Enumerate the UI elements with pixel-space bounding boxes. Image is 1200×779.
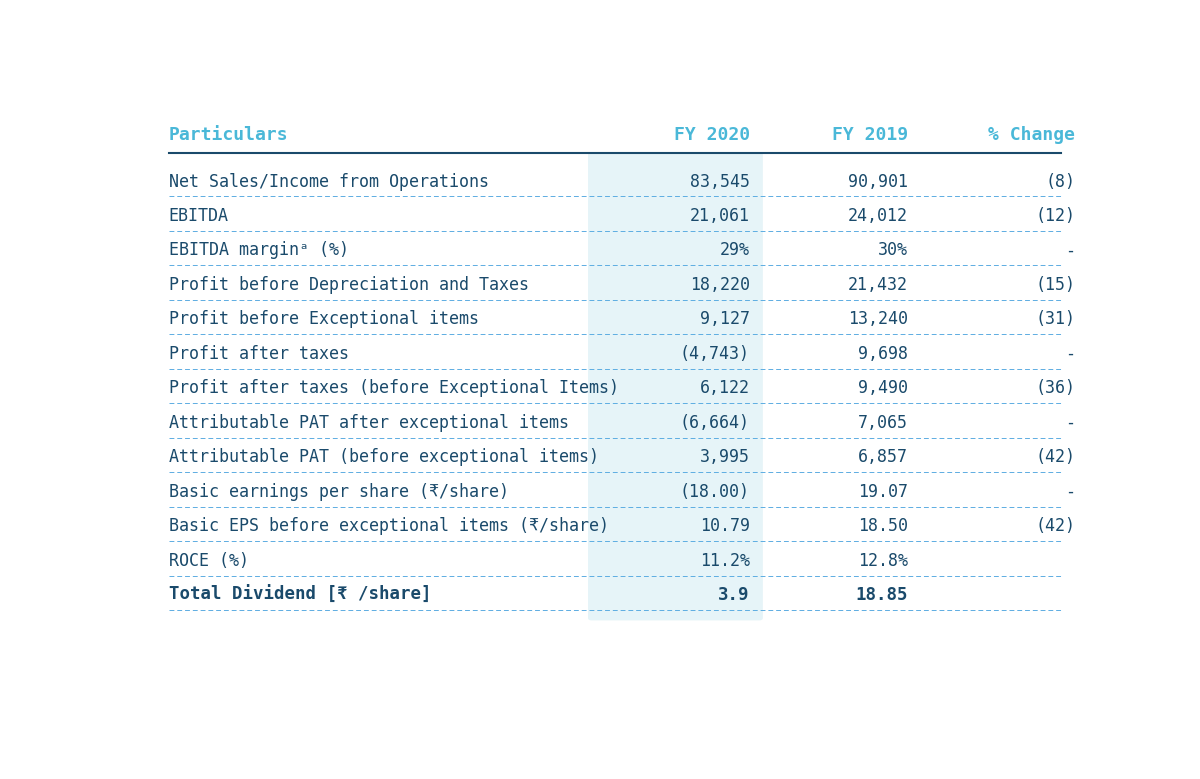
Text: % Change: % Change [989, 126, 1075, 144]
FancyBboxPatch shape [588, 152, 763, 620]
Text: (12): (12) [1036, 207, 1075, 225]
Text: Profit before Depreciation and Taxes: Profit before Depreciation and Taxes [168, 276, 529, 294]
Text: 90,901: 90,901 [848, 172, 908, 191]
Text: 7,065: 7,065 [858, 414, 908, 432]
Text: (18.00): (18.00) [680, 483, 750, 501]
Text: Attributable PAT (before exceptional items): Attributable PAT (before exceptional ite… [168, 449, 599, 467]
Text: Total Dividend [₹ /share]: Total Dividend [₹ /share] [168, 587, 431, 605]
Text: (42): (42) [1036, 517, 1075, 535]
Text: 10.79: 10.79 [700, 517, 750, 535]
Text: (42): (42) [1036, 449, 1075, 467]
Text: Basic EPS before exceptional items (₹/share): Basic EPS before exceptional items (₹/sh… [168, 517, 608, 535]
Text: 30%: 30% [878, 241, 908, 259]
Text: 18,220: 18,220 [690, 276, 750, 294]
Text: 19.07: 19.07 [858, 483, 908, 501]
Text: Profit after taxes: Profit after taxes [168, 345, 349, 363]
Text: 9,698: 9,698 [858, 345, 908, 363]
Text: 18.85: 18.85 [856, 587, 908, 605]
Text: (4,743): (4,743) [680, 345, 750, 363]
Text: ROCE (%): ROCE (%) [168, 552, 248, 570]
Text: 18.50: 18.50 [858, 517, 908, 535]
Text: Profit before Exceptional items: Profit before Exceptional items [168, 311, 479, 329]
Text: Profit after taxes (before Exceptional Items): Profit after taxes (before Exceptional I… [168, 379, 619, 397]
Text: 83,545: 83,545 [690, 172, 750, 191]
Text: 11.2%: 11.2% [700, 552, 750, 570]
Text: 6,122: 6,122 [700, 379, 750, 397]
Text: FY 2020: FY 2020 [673, 126, 750, 144]
Text: EBITDA marginᵃ (%): EBITDA marginᵃ (%) [168, 241, 349, 259]
Text: 24,012: 24,012 [848, 207, 908, 225]
Text: 21,061: 21,061 [690, 207, 750, 225]
Text: (8): (8) [1045, 172, 1075, 191]
Text: 12.8%: 12.8% [858, 552, 908, 570]
Text: Basic earnings per share (₹/share): Basic earnings per share (₹/share) [168, 483, 509, 501]
Text: 9,490: 9,490 [858, 379, 908, 397]
Text: Attributable PAT after exceptional items: Attributable PAT after exceptional items [168, 414, 569, 432]
Text: 3,995: 3,995 [700, 449, 750, 467]
Text: EBITDA: EBITDA [168, 207, 228, 225]
Text: 29%: 29% [720, 241, 750, 259]
Text: 13,240: 13,240 [848, 311, 908, 329]
Text: (36): (36) [1036, 379, 1075, 397]
Text: 3.9: 3.9 [719, 587, 750, 605]
Text: FY 2019: FY 2019 [832, 126, 908, 144]
Text: (6,664): (6,664) [680, 414, 750, 432]
Text: 6,857: 6,857 [858, 449, 908, 467]
Text: -: - [1066, 483, 1075, 501]
Text: 21,432: 21,432 [848, 276, 908, 294]
Text: Particulars: Particulars [168, 126, 288, 144]
Text: Net Sales/Income from Operations: Net Sales/Income from Operations [168, 172, 488, 191]
Text: 9,127: 9,127 [700, 311, 750, 329]
Text: -: - [1066, 345, 1075, 363]
Text: (15): (15) [1036, 276, 1075, 294]
Text: -: - [1066, 241, 1075, 259]
Text: -: - [1066, 414, 1075, 432]
Text: (31): (31) [1036, 311, 1075, 329]
